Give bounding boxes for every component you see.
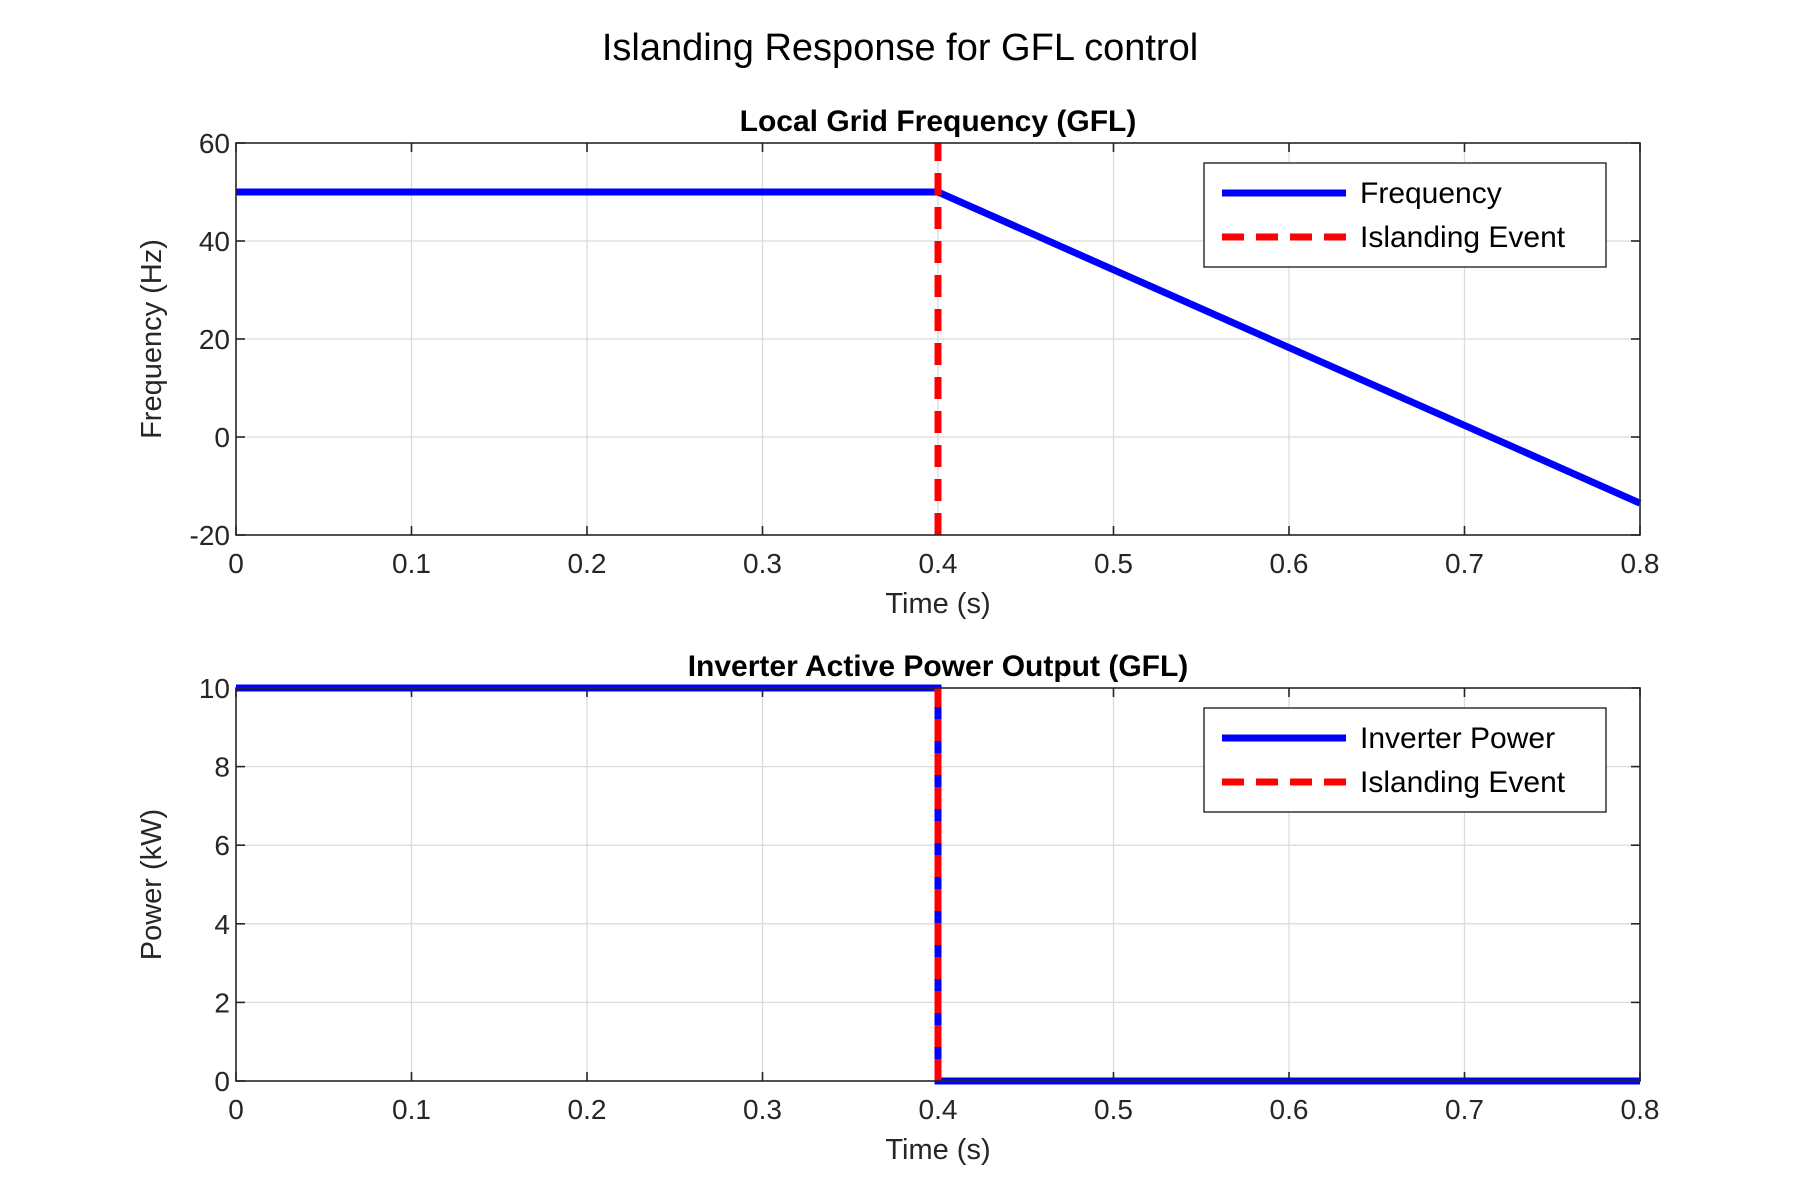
x-tick-label: 0.3 (743, 548, 782, 579)
figure-suptitle: Islanding Response for GFL control (602, 27, 1198, 69)
x-tick-label: 0.1 (392, 548, 431, 579)
x-tick-label: 0.8 (1621, 548, 1660, 579)
y-axis-label: Frequency (Hz) (136, 239, 168, 439)
y-tick-label: 0 (214, 1066, 230, 1097)
panel-title: Inverter Active Power Output (GFL) (688, 650, 1189, 683)
legend-box (1203, 707, 1607, 813)
x-tick-label: 0 (228, 548, 244, 579)
axes-frame (235, 687, 1641, 1082)
legend-box (1203, 162, 1607, 268)
x-tick-label: 0 (228, 1094, 244, 1125)
legend: Frequency Islanding Event (1203, 162, 1607, 268)
x-tick-label: 0.7 (1445, 548, 1484, 579)
x-tick-label: 0.4 (919, 1094, 958, 1125)
y-tick-label: -20 (190, 520, 230, 551)
legend: Inverter Power Islanding Event (1203, 707, 1607, 813)
x-axis-label: Time (s) (885, 588, 990, 620)
x-tick-label: 0.8 (1621, 1094, 1660, 1125)
y-tick-label: 6 (214, 830, 230, 861)
x-tick-label: 0.2 (568, 1094, 607, 1125)
y-tick-label: 20 (199, 324, 230, 355)
x-tick-label: 0.6 (1270, 548, 1309, 579)
legend-label: Inverter Power (1360, 722, 1555, 755)
y-tick-label: 4 (214, 909, 230, 940)
y-tick-label: 40 (199, 226, 230, 257)
y-tick-label: 8 (214, 752, 230, 783)
x-tick-label: 0.7 (1445, 1094, 1484, 1125)
y-tick-label: 10 (199, 673, 230, 704)
legend-label: Frequency (1360, 177, 1502, 210)
power-panel: 0 0.1 0.2 0.3 0.4 0.5 0.6 0.7 0.8 0 2 4 6 8 10 Inverter… (136, 650, 1659, 1166)
axes-frame (235, 142, 1641, 536)
x-tick-label: 0.5 (1094, 548, 1133, 579)
x-tick-label: 0.2 (568, 548, 607, 579)
y-tick-label: 60 (199, 128, 230, 159)
x-axis-label: Time (s) (885, 1134, 990, 1166)
legend-label: Islanding Event (1360, 221, 1566, 254)
x-tick-label: 0.5 (1094, 1094, 1133, 1125)
x-tick-label: 0.1 (392, 1094, 431, 1125)
y-axis-label: Power (kW) (136, 809, 168, 960)
legend-label: Islanding Event (1360, 766, 1566, 799)
x-tick-label: 0.3 (743, 1094, 782, 1125)
x-tick-label: 0.6 (1270, 1094, 1309, 1125)
y-tick-label: 2 (214, 987, 230, 1018)
y-tick-label: 0 (214, 422, 230, 453)
x-tick-label: 0.4 (919, 548, 958, 579)
panel-title: Local Grid Frequency (GFL) (740, 105, 1137, 138)
frequency-panel: 0 0.1 0.2 0.3 0.4 0.5 0.6 0.7 0.8-200204060Local… (136, 105, 1659, 620)
